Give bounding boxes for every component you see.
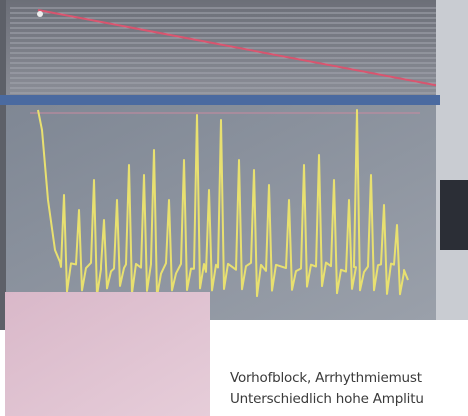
caption-line: Vorhofblock, Arrhythmiemust [230,370,422,386]
cursor [37,11,43,17]
caption-area [210,320,468,416]
side-widget [440,180,468,250]
side-panel [436,0,468,330]
ecg-paper [5,292,210,416]
divider-bar [0,95,440,105]
ecg-trace [37,109,409,298]
trend-line [37,9,441,87]
caption-line: Unterschiedlich hohe Amplitu [230,391,424,407]
trend-grid [10,7,436,94]
